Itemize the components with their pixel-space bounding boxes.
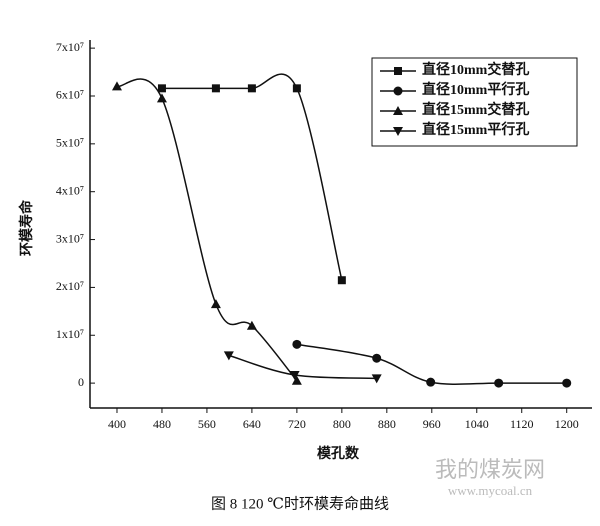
x-tick-label: 800: [333, 417, 351, 431]
watermark: 我的煤炭网: [435, 457, 545, 482]
data-point: [210, 299, 221, 309]
series-line: [161, 73, 343, 281]
data-point: [292, 84, 301, 93]
x-tick-label: 1120: [510, 417, 534, 431]
data-point: [426, 377, 436, 387]
data-point: [223, 351, 234, 361]
y-axis-title: 环模寿命: [18, 199, 35, 256]
data-point: [156, 93, 167, 103]
series-line: [116, 78, 298, 382]
legend-label: 直径15mm交替孔: [422, 101, 529, 118]
x-tick-label: 560: [198, 417, 216, 431]
x-tick-label: 400: [108, 417, 126, 431]
x-tick-label: 720: [288, 417, 306, 431]
x-tick-label: 960: [423, 417, 441, 431]
data-point: [111, 81, 122, 91]
data-point: [562, 378, 572, 388]
data-point: [289, 370, 300, 380]
x-axis-title: 模孔数: [317, 445, 360, 462]
data-point: [372, 353, 382, 363]
data-point: [371, 374, 382, 384]
legend-box: [371, 57, 578, 147]
data-point: [157, 84, 166, 93]
y-tick-label: 1x10⁷: [56, 327, 84, 341]
y-tick-label: 6x10⁷: [56, 88, 84, 102]
x-tick-label: 1200: [555, 417, 579, 431]
x-tick-label: 640: [243, 417, 261, 431]
x-tick-label: 880: [378, 417, 396, 431]
legend-label: 直径15mm平行孔: [422, 121, 529, 138]
legend-marker: [393, 127, 403, 136]
legend-marker: [393, 106, 403, 115]
legend-label: 直径10mm交替孔: [422, 61, 529, 78]
y-tick-label: 7x10⁷: [56, 40, 84, 54]
legend-marker: [394, 67, 402, 75]
data-point: [291, 375, 302, 385]
series-line: [228, 354, 377, 380]
data-point: [292, 339, 302, 349]
legend-label: 直径10mm平行孔: [422, 81, 529, 98]
caption: 图 8 120 ℃时环模寿命曲线: [211, 494, 389, 512]
y-tick-label: 5x10⁷: [56, 136, 84, 150]
legend-marker: [393, 86, 403, 96]
data-point: [211, 84, 220, 93]
data-point: [247, 84, 256, 93]
watermark-url: www.mycoal.cn: [448, 483, 533, 498]
y-tick-label: 0: [78, 375, 84, 389]
y-tick-label: 2x10⁷: [56, 279, 84, 293]
x-tick-label: 480: [153, 417, 171, 431]
x-tick-label: 1040: [465, 417, 489, 431]
y-tick-label: 4x10⁷: [56, 183, 84, 197]
data-point: [494, 378, 504, 388]
y-tick-label: 3x10⁷: [56, 231, 84, 245]
data-point: [246, 320, 257, 330]
data-point: [337, 276, 346, 285]
